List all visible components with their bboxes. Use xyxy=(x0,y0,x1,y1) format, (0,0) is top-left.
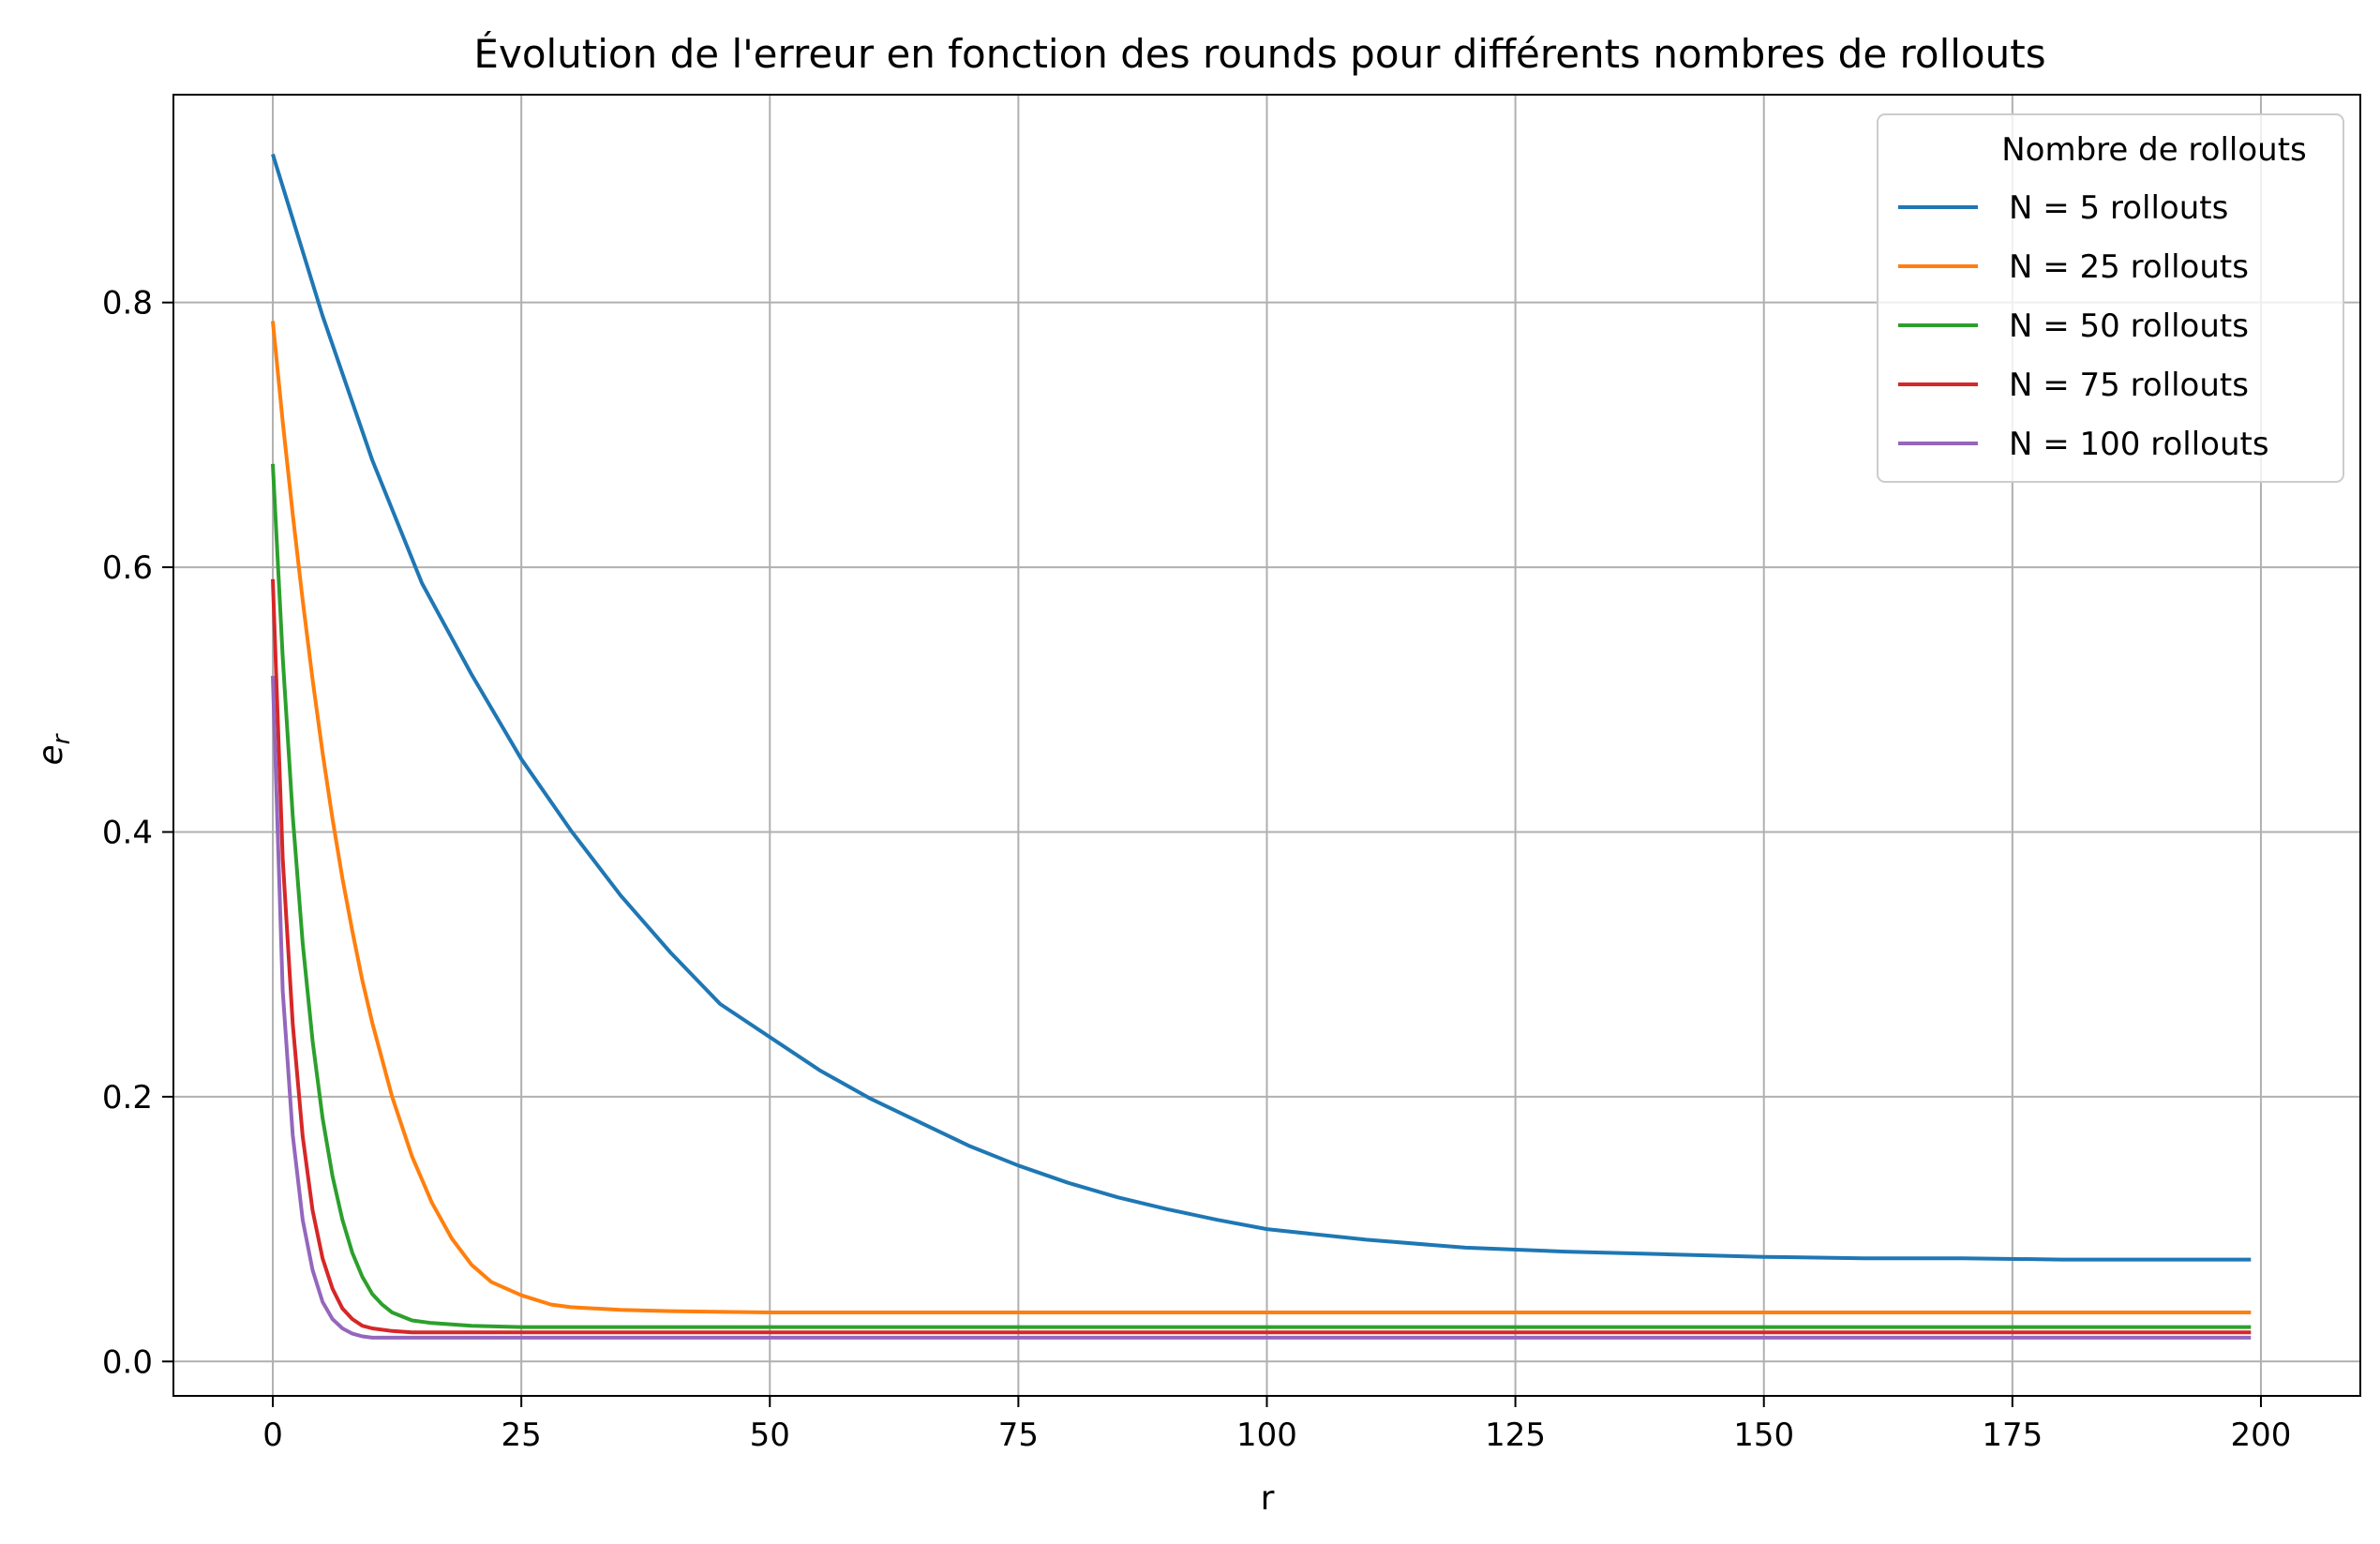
legend-title: Nombre de rollouts xyxy=(2001,131,2307,169)
series-line-0 xyxy=(271,153,2252,1262)
x-tick-label: 200 xyxy=(2231,1417,2292,1454)
legend-box xyxy=(1877,113,2344,483)
y-tick-label: 0.4 xyxy=(102,814,153,851)
x-tick-label: 0 xyxy=(262,1417,283,1454)
series-line-4 xyxy=(271,675,2252,1340)
x-axis-label: r xyxy=(1261,1479,1275,1518)
x-tick-label: 175 xyxy=(1982,1417,2043,1454)
y-axis-label-subscript: r xyxy=(48,732,76,744)
chart-title: Évolution de l'erreur en fonction des ro… xyxy=(473,30,2045,77)
x-tick-label: 125 xyxy=(1485,1417,1546,1454)
y-tick-label: 0.0 xyxy=(102,1343,153,1381)
y-axis-label-base: e xyxy=(32,744,70,765)
x-tick-label: 150 xyxy=(1733,1417,1794,1454)
legend-label-4: N = 100 rollouts xyxy=(2009,426,2269,463)
x-tick-label: 75 xyxy=(998,1417,1039,1454)
y-axis-label: er xyxy=(32,732,76,765)
legend-items: N = 5 rollouts N = 25 rollouts N = 50 roll… xyxy=(1898,189,2269,463)
series-layer xyxy=(271,153,2252,1340)
legend: Nombre de rollouts N = 5 rollouts N = 25 … xyxy=(1877,113,2344,483)
series-line-2 xyxy=(271,463,2252,1329)
x-tick-label: 25 xyxy=(501,1417,542,1454)
legend-label-2: N = 50 rollouts xyxy=(2009,307,2249,345)
legend-label-1: N = 25 rollouts xyxy=(2009,248,2249,286)
y-tick-label: 0.6 xyxy=(102,549,153,587)
y-tick-label: 0.8 xyxy=(102,285,153,322)
legend-label-3: N = 75 rollouts xyxy=(2009,367,2249,404)
series-line-1 xyxy=(271,321,2252,1314)
tick-layer: 0 25 50 75 100 125 150 175 200 0.0 0.2 0.4 0.6 0.8 xyxy=(102,285,2291,1454)
x-tick-label: 50 xyxy=(750,1417,790,1454)
x-tick-label: 100 xyxy=(1236,1417,1297,1454)
legend-label-0: N = 5 rollouts xyxy=(2009,189,2228,227)
series-line-3 xyxy=(271,578,2252,1335)
y-tick-label: 0.2 xyxy=(102,1079,153,1117)
